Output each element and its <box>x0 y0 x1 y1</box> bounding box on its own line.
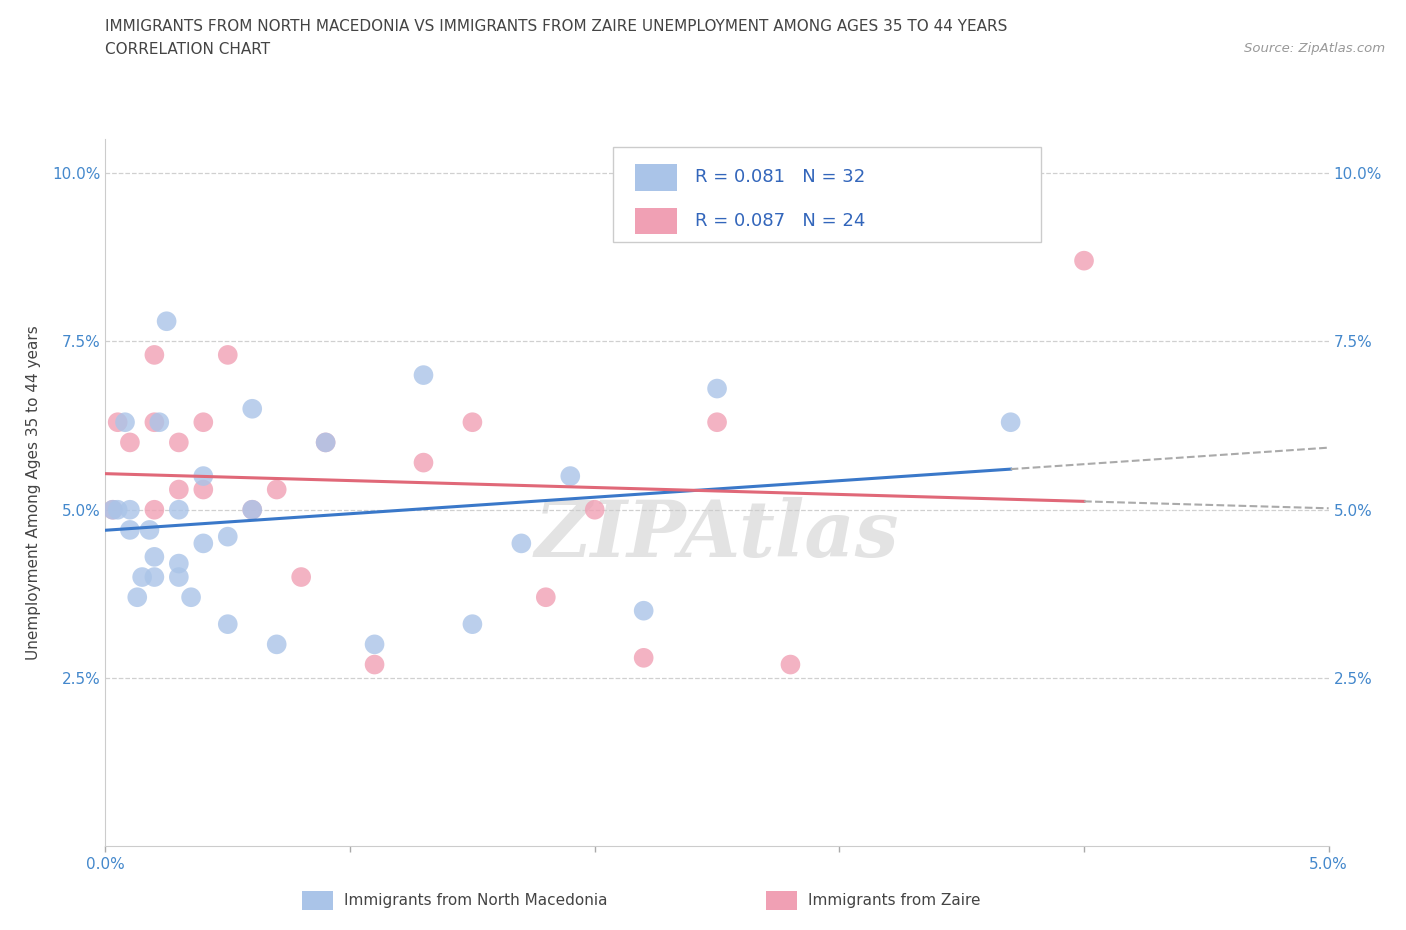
Point <box>107 415 129 430</box>
Point <box>118 502 141 517</box>
Point <box>266 482 288 497</box>
Text: Immigrants from North Macedonia: Immigrants from North Macedonia <box>344 893 607 908</box>
Point <box>167 482 190 497</box>
Point <box>779 658 801 672</box>
Point <box>114 415 136 430</box>
Point <box>155 313 177 328</box>
Point <box>315 435 337 450</box>
Point <box>534 590 557 604</box>
Point <box>167 435 190 450</box>
Point <box>461 415 484 430</box>
Point <box>461 617 484 631</box>
Point <box>143 348 166 363</box>
Y-axis label: Unemployment Among Ages 35 to 44 years: Unemployment Among Ages 35 to 44 years <box>27 326 41 660</box>
Point <box>217 529 239 544</box>
Point <box>217 617 239 631</box>
FancyBboxPatch shape <box>613 147 1042 242</box>
Point <box>101 502 124 517</box>
Point <box>290 569 312 584</box>
Point <box>193 469 215 484</box>
Point <box>138 523 160 538</box>
Point <box>412 455 434 470</box>
Point <box>193 415 215 430</box>
Point <box>1000 415 1022 430</box>
Text: IMMIGRANTS FROM NORTH MACEDONIA VS IMMIGRANTS FROM ZAIRE UNEMPLOYMENT AMONG AGES: IMMIGRANTS FROM NORTH MACEDONIA VS IMMIG… <box>105 19 1008 33</box>
Point <box>143 502 166 517</box>
Point <box>240 402 263 417</box>
Text: R = 0.087   N = 24: R = 0.087 N = 24 <box>696 212 866 230</box>
Point <box>131 569 153 584</box>
Point <box>633 650 655 665</box>
Text: R = 0.081   N = 32: R = 0.081 N = 32 <box>696 168 866 186</box>
Point <box>560 469 582 484</box>
Bar <box>636 207 676 234</box>
Point <box>118 435 141 450</box>
Point <box>706 415 728 430</box>
Point <box>266 637 288 652</box>
Point <box>1073 253 1095 268</box>
Point <box>143 550 166 565</box>
Point <box>167 556 190 571</box>
Point <box>240 502 263 517</box>
Point <box>412 367 434 382</box>
Point <box>107 502 129 517</box>
Point <box>315 435 337 450</box>
Point <box>193 536 215 551</box>
Point <box>363 637 385 652</box>
Point <box>510 536 533 551</box>
Point <box>101 502 124 517</box>
Point <box>217 348 239 363</box>
Point <box>143 415 166 430</box>
Point <box>167 502 190 517</box>
Text: ZIPAtlas: ZIPAtlas <box>534 497 900 574</box>
Point <box>127 590 149 604</box>
Text: Source: ZipAtlas.com: Source: ZipAtlas.com <box>1244 42 1385 55</box>
Point <box>118 523 141 538</box>
Point <box>583 502 606 517</box>
Point <box>363 658 385 672</box>
Text: CORRELATION CHART: CORRELATION CHART <box>105 42 270 57</box>
Point <box>180 590 202 604</box>
Point <box>148 415 170 430</box>
Point <box>193 482 215 497</box>
Point <box>240 502 263 517</box>
Point <box>706 381 728 396</box>
Bar <box>636 164 676 191</box>
Point <box>143 569 166 584</box>
Point <box>167 569 190 584</box>
Point <box>633 604 655 618</box>
Text: Immigrants from Zaire: Immigrants from Zaire <box>808 893 981 908</box>
